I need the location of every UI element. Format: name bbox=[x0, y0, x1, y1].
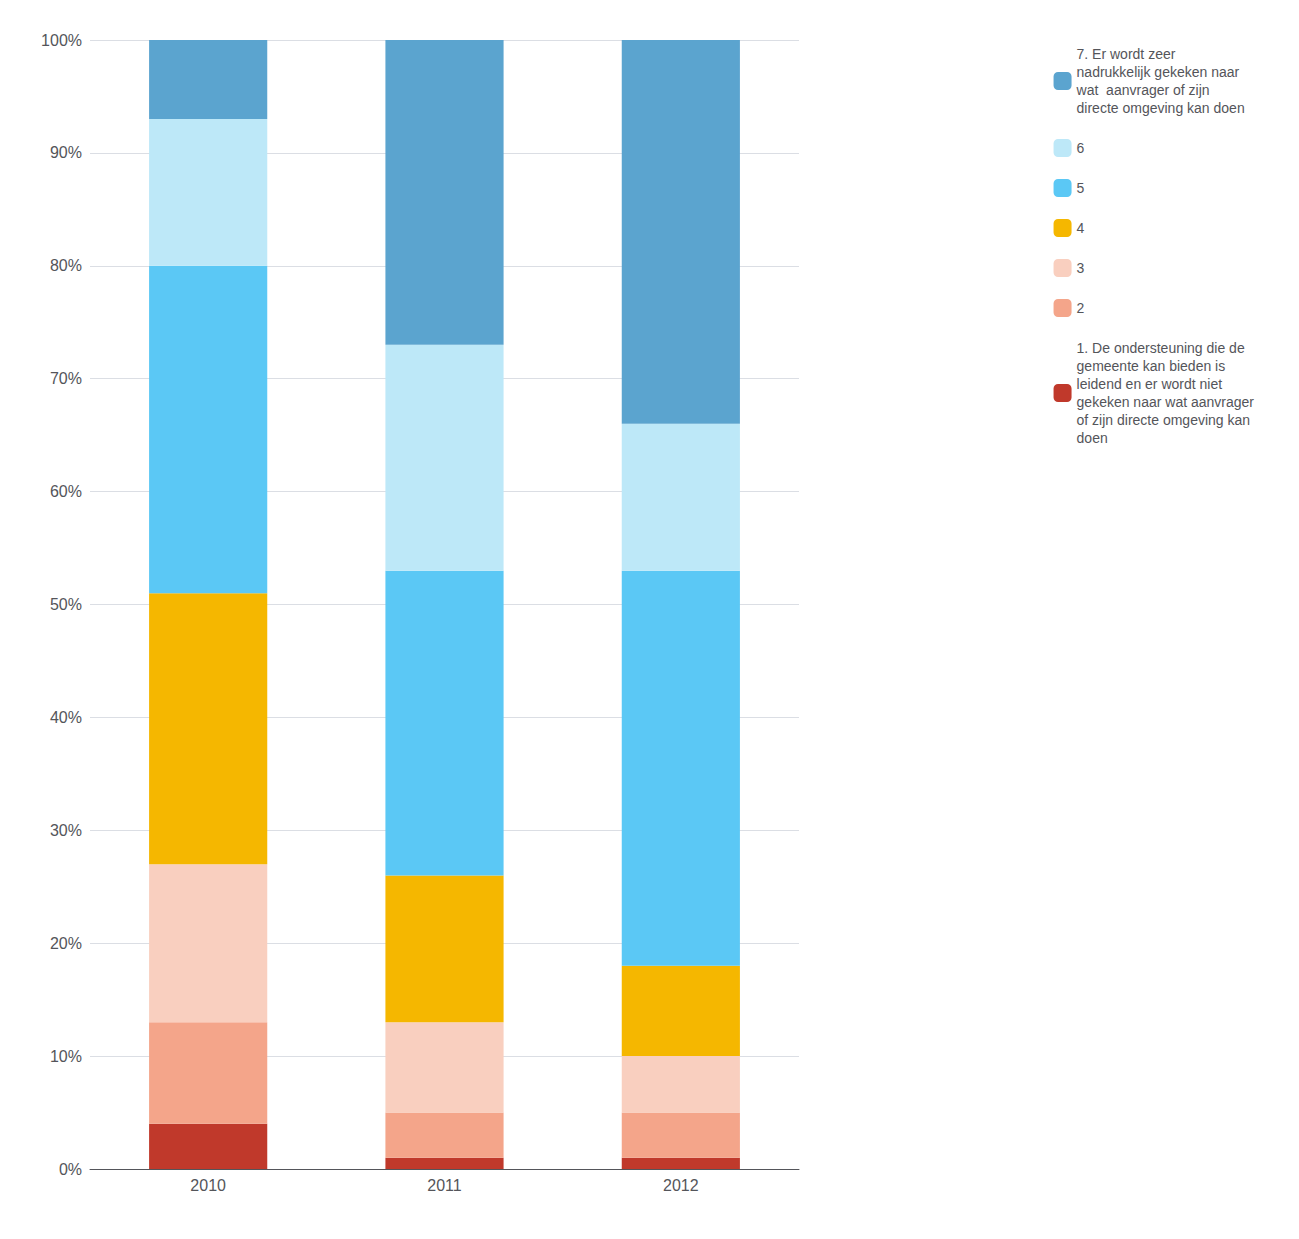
svg-text:gemeente kan bieden is: gemeente kan bieden is bbox=[1077, 358, 1226, 374]
svg-text:0%: 0% bbox=[59, 1161, 82, 1178]
svg-text:5: 5 bbox=[1077, 180, 1085, 196]
svg-text:nadrukkelijk gekeken naar: nadrukkelijk gekeken naar bbox=[1077, 64, 1240, 80]
svg-text:2010: 2010 bbox=[190, 1177, 226, 1194]
svg-text:wat aanvrager of zijn: wat aanvrager of zijn bbox=[1076, 82, 1210, 98]
svg-text:70%: 70% bbox=[50, 370, 82, 387]
svg-text:90%: 90% bbox=[50, 144, 82, 161]
svg-text:40%: 40% bbox=[50, 709, 82, 726]
svg-text:3: 3 bbox=[1077, 260, 1085, 276]
svg-text:100%: 100% bbox=[41, 32, 82, 49]
svg-text:20%: 20% bbox=[50, 935, 82, 952]
svg-text:gekeken naar wat aanvrager: gekeken naar wat aanvrager bbox=[1077, 394, 1255, 410]
svg-text:4: 4 bbox=[1077, 220, 1085, 236]
svg-text:50%: 50% bbox=[50, 596, 82, 613]
svg-text:doen: doen bbox=[1077, 430, 1108, 446]
svg-text:6: 6 bbox=[1077, 140, 1085, 156]
svg-text:directe omgeving kan doen: directe omgeving kan doen bbox=[1077, 100, 1245, 116]
svg-text:leidend en er wordt niet: leidend en er wordt niet bbox=[1077, 376, 1223, 392]
svg-text:2011: 2011 bbox=[427, 1177, 462, 1194]
svg-text:1. De ondersteuning die de: 1. De ondersteuning die de bbox=[1077, 340, 1245, 356]
svg-text:10%: 10% bbox=[50, 1048, 82, 1065]
svg-text:2012: 2012 bbox=[663, 1177, 699, 1194]
svg-text:2: 2 bbox=[1077, 300, 1085, 316]
svg-text:of zijn directe omgeving kan: of zijn directe omgeving kan bbox=[1077, 412, 1251, 428]
svg-text:30%: 30% bbox=[50, 822, 82, 839]
svg-text:7. Er wordt zeer: 7. Er wordt zeer bbox=[1077, 46, 1176, 62]
svg-text:80%: 80% bbox=[50, 257, 82, 274]
svg-text:60%: 60% bbox=[50, 483, 82, 500]
